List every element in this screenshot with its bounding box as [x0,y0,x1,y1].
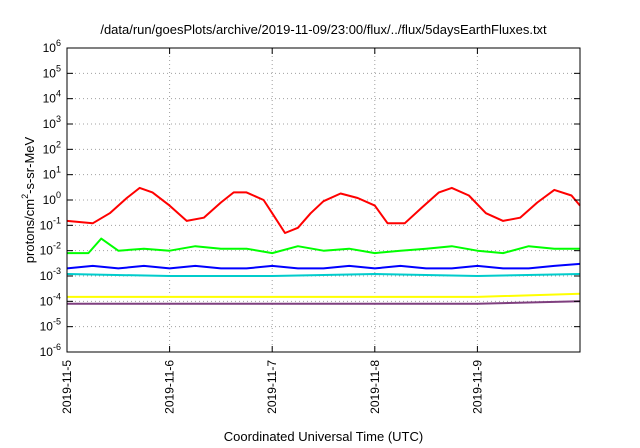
x-axis-title: Coordinated Universal Time (UTC) [224,429,423,444]
x-tick-label: 2019-11-8 [368,360,382,414]
series-line-3 [66,262,581,270]
axes [66,47,581,353]
y-axis-title: protons/cm2-s-sr-MeV [20,136,37,263]
series-lines [66,186,581,305]
x-tick-label: 2019-11-6 [163,360,177,414]
y-tick-label: 100 [43,190,61,207]
series-line-2 [67,237,580,255]
x-tick-label: 2019-11-5 [60,360,74,414]
y-tick-label: 105 [43,63,61,80]
x-tick-label: 2019-11-7 [265,360,279,414]
y-tick-label: 101 [43,165,61,182]
y-tick-label: 102 [43,139,61,156]
y-tick-label: 10-2 [40,241,61,258]
y-tick-label: 10-1 [40,215,61,232]
y-tick-label: 104 [43,89,61,106]
y-tick-label: 10-5 [40,317,61,334]
y-tick-label: 106 [43,38,61,55]
y-tick-label: 10-4 [40,291,61,308]
chart-title: /data/run/goesPlots/archive/2019-11-09/2… [100,22,547,37]
x-tick-label: 2019-11-9 [470,360,484,414]
y-tick-label: 10-6 [40,342,61,359]
series-line-6 [67,300,581,305]
grid-lines [67,48,580,352]
series-line-4 [66,273,581,277]
y-tick-label: 103 [43,114,61,131]
series-line-5 [67,292,581,298]
x-tick-labels: 2019-11-5 2019-11-6 2019-11-7 2019-11-8 2019… [60,360,484,414]
y-tick-labels: 106 105 104 103 102 101 100 10-1 10-2 10-3 10-4 10-… [40,38,61,359]
y-axis-label-text: protons/cm2-s-sr-MeV [20,136,37,263]
series-line-1 [66,186,581,234]
plot-frame [66,47,581,353]
y-tick-label: 10-3 [40,266,61,283]
